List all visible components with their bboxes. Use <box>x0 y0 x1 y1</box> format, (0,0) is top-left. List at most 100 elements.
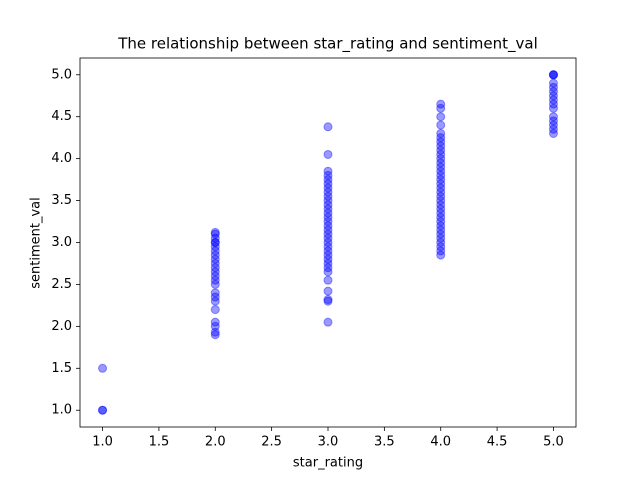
point <box>436 208 446 218</box>
point <box>210 258 220 268</box>
y-tick-label: 5.0 <box>51 67 72 82</box>
point <box>436 229 446 239</box>
chart-title: The relationship between star_rating and… <box>117 35 538 54</box>
point <box>436 212 446 222</box>
y-tick-label: 4.5 <box>51 109 72 124</box>
point <box>323 295 333 305</box>
point <box>323 246 333 256</box>
point <box>436 154 446 164</box>
point <box>323 263 333 273</box>
point <box>323 250 333 260</box>
point <box>436 221 446 231</box>
point <box>548 128 558 138</box>
point <box>210 238 220 247</box>
point <box>323 275 333 285</box>
point <box>210 317 220 327</box>
point <box>323 170 333 180</box>
point <box>323 212 333 222</box>
point <box>323 208 333 218</box>
y-tick-label: 3.5 <box>51 193 72 208</box>
point <box>323 238 333 247</box>
point <box>436 170 446 180</box>
point <box>436 128 446 138</box>
y-tick-label: 3.0 <box>51 235 72 250</box>
point <box>436 183 446 193</box>
point <box>548 120 558 130</box>
point <box>436 250 446 260</box>
x-tick-label: 3.5 <box>374 435 395 450</box>
point <box>436 242 446 252</box>
point <box>436 175 446 185</box>
x-tick-label: 1.0 <box>92 435 113 450</box>
x-tick-label: 2.0 <box>205 435 226 450</box>
y-tick-label: 2.0 <box>51 319 72 334</box>
point <box>436 162 446 172</box>
point <box>548 99 558 109</box>
point <box>548 87 558 97</box>
point <box>323 217 333 227</box>
point <box>436 99 446 109</box>
point <box>436 191 446 201</box>
point <box>98 405 108 415</box>
x-tick-label: 4.0 <box>430 435 451 450</box>
point <box>436 112 446 122</box>
point <box>323 179 333 189</box>
point <box>323 149 333 159</box>
point <box>323 296 333 306</box>
point <box>323 254 333 264</box>
point <box>548 70 558 80</box>
point <box>323 204 333 214</box>
point <box>436 179 446 189</box>
point <box>436 137 446 147</box>
point <box>323 229 333 239</box>
point <box>210 229 220 239</box>
point <box>210 242 220 252</box>
point <box>210 233 220 243</box>
point <box>548 112 558 122</box>
point <box>323 200 333 210</box>
point <box>436 149 446 159</box>
point <box>436 158 446 168</box>
point <box>323 286 333 296</box>
point <box>436 187 446 197</box>
x-tick-label: 1.5 <box>149 435 170 450</box>
point <box>210 292 220 302</box>
point <box>323 267 333 277</box>
point <box>210 327 220 337</box>
x-tick-label: 4.5 <box>487 435 508 450</box>
y-tick-label: 1.0 <box>51 403 72 418</box>
point <box>210 271 220 281</box>
point <box>436 166 446 176</box>
point <box>323 242 333 252</box>
point <box>436 133 446 143</box>
point <box>548 70 558 80</box>
point <box>323 166 333 176</box>
point <box>98 405 108 415</box>
point <box>210 279 220 289</box>
x-tick-label: 3.0 <box>318 435 339 450</box>
point <box>323 191 333 201</box>
point <box>436 233 446 243</box>
point <box>210 250 220 260</box>
point <box>548 124 558 134</box>
point <box>323 233 333 243</box>
point <box>436 141 446 151</box>
point <box>210 263 220 273</box>
point <box>210 321 220 331</box>
point <box>210 288 220 298</box>
point <box>436 196 446 206</box>
x-tick-label: 5.0 <box>543 435 564 450</box>
point <box>323 221 333 231</box>
point <box>323 122 333 132</box>
point <box>436 246 446 256</box>
point <box>548 95 558 105</box>
point <box>436 145 446 155</box>
point <box>210 296 220 306</box>
point <box>210 330 220 340</box>
point <box>210 227 220 237</box>
point <box>210 254 220 264</box>
x-axis-label: star_rating <box>293 456 363 471</box>
point <box>210 275 220 285</box>
point <box>548 82 558 92</box>
